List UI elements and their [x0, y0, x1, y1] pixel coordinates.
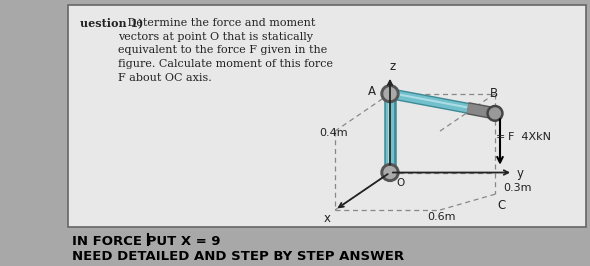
Text: figure. Calculate moment of this force: figure. Calculate moment of this force [118, 59, 333, 69]
Text: IN FORCE PUT X = 9: IN FORCE PUT X = 9 [72, 235, 221, 248]
Bar [68, 5, 586, 227]
Circle shape [487, 106, 503, 121]
Text: equivalent to the force F given in the: equivalent to the force F given in the [118, 45, 327, 55]
Text: vectors at point O that is statically: vectors at point O that is statically [118, 32, 313, 41]
Text: F about OC axis.: F about OC axis. [118, 73, 212, 83]
Text: y: y [517, 167, 524, 180]
Text: C: C [497, 199, 505, 212]
Circle shape [490, 108, 500, 119]
Text: z: z [390, 60, 396, 73]
Text: NEED DETAILED AND STEP BY STEP ANSWER: NEED DETAILED AND STEP BY STEP ANSWER [72, 250, 404, 263]
Text: 0.4m: 0.4m [319, 128, 348, 138]
Circle shape [384, 88, 396, 99]
Text: B: B [490, 86, 498, 99]
Text: x: x [324, 212, 331, 225]
Text: O: O [396, 178, 404, 188]
Text: uestion 1): uestion 1) [80, 18, 143, 29]
Text: 0.3m: 0.3m [503, 183, 532, 193]
Circle shape [381, 164, 399, 181]
Circle shape [384, 167, 396, 178]
Text: 0.6m: 0.6m [428, 212, 456, 222]
Text: Determine the force and moment: Determine the force and moment [124, 18, 316, 28]
Circle shape [381, 85, 399, 102]
Text: =: = [496, 132, 505, 142]
Text: F  4XkN: F 4XkN [508, 132, 551, 142]
Text: A: A [368, 85, 376, 98]
